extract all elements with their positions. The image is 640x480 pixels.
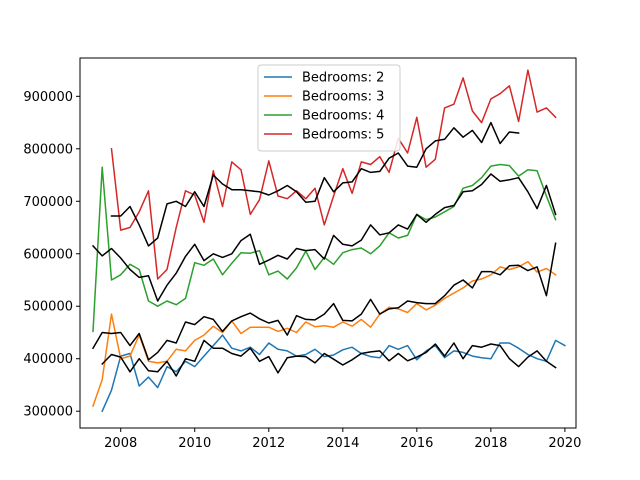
x-tick-label: 2018 bbox=[474, 436, 507, 451]
y-tick-label: 600000 bbox=[23, 247, 73, 262]
x-tick-label: 2020 bbox=[548, 436, 581, 451]
series-line-1 bbox=[101, 334, 566, 413]
y-tick-label: 900000 bbox=[23, 90, 73, 105]
x-tick-label: 2010 bbox=[178, 436, 211, 451]
legend-label: Bedrooms: 4 bbox=[302, 109, 384, 124]
x-axis: 2008 2010 2012 2014 2016 2018 2020 bbox=[104, 428, 581, 451]
x-tick-label: 2012 bbox=[252, 436, 285, 451]
y-tick-label: 500000 bbox=[23, 300, 73, 315]
legend-label: Bedrooms: 5 bbox=[302, 128, 384, 143]
series-layer bbox=[91, 69, 566, 413]
plot-frame bbox=[79, 57, 577, 429]
x-tick-label: 2008 bbox=[104, 436, 137, 451]
series-line-4 bbox=[110, 69, 557, 280]
legend-label: Bedrooms: 2 bbox=[302, 71, 384, 86]
series-line-7 bbox=[91, 173, 557, 302]
legend-label: Bedrooms: 3 bbox=[302, 90, 384, 105]
y-tick-label: 700000 bbox=[23, 195, 73, 210]
legend: Bedrooms: 2 Bedrooms: 3 Bedrooms: 4 Bedroom… bbox=[257, 64, 401, 152]
y-axis: 300000 400000 500000 600000 700000 800000 9000… bbox=[23, 90, 80, 420]
series-line-6 bbox=[101, 339, 557, 377]
legend-box bbox=[257, 64, 401, 152]
x-tick-label: 2014 bbox=[326, 436, 359, 451]
y-tick-label: 800000 bbox=[23, 142, 73, 157]
y-tick-label: 300000 bbox=[23, 405, 73, 420]
series-line-8 bbox=[110, 121, 520, 247]
x-tick-label: 2016 bbox=[400, 436, 433, 451]
series-line-5 bbox=[91, 242, 557, 361]
series-line-2 bbox=[92, 260, 557, 407]
y-tick-label: 400000 bbox=[23, 352, 73, 367]
